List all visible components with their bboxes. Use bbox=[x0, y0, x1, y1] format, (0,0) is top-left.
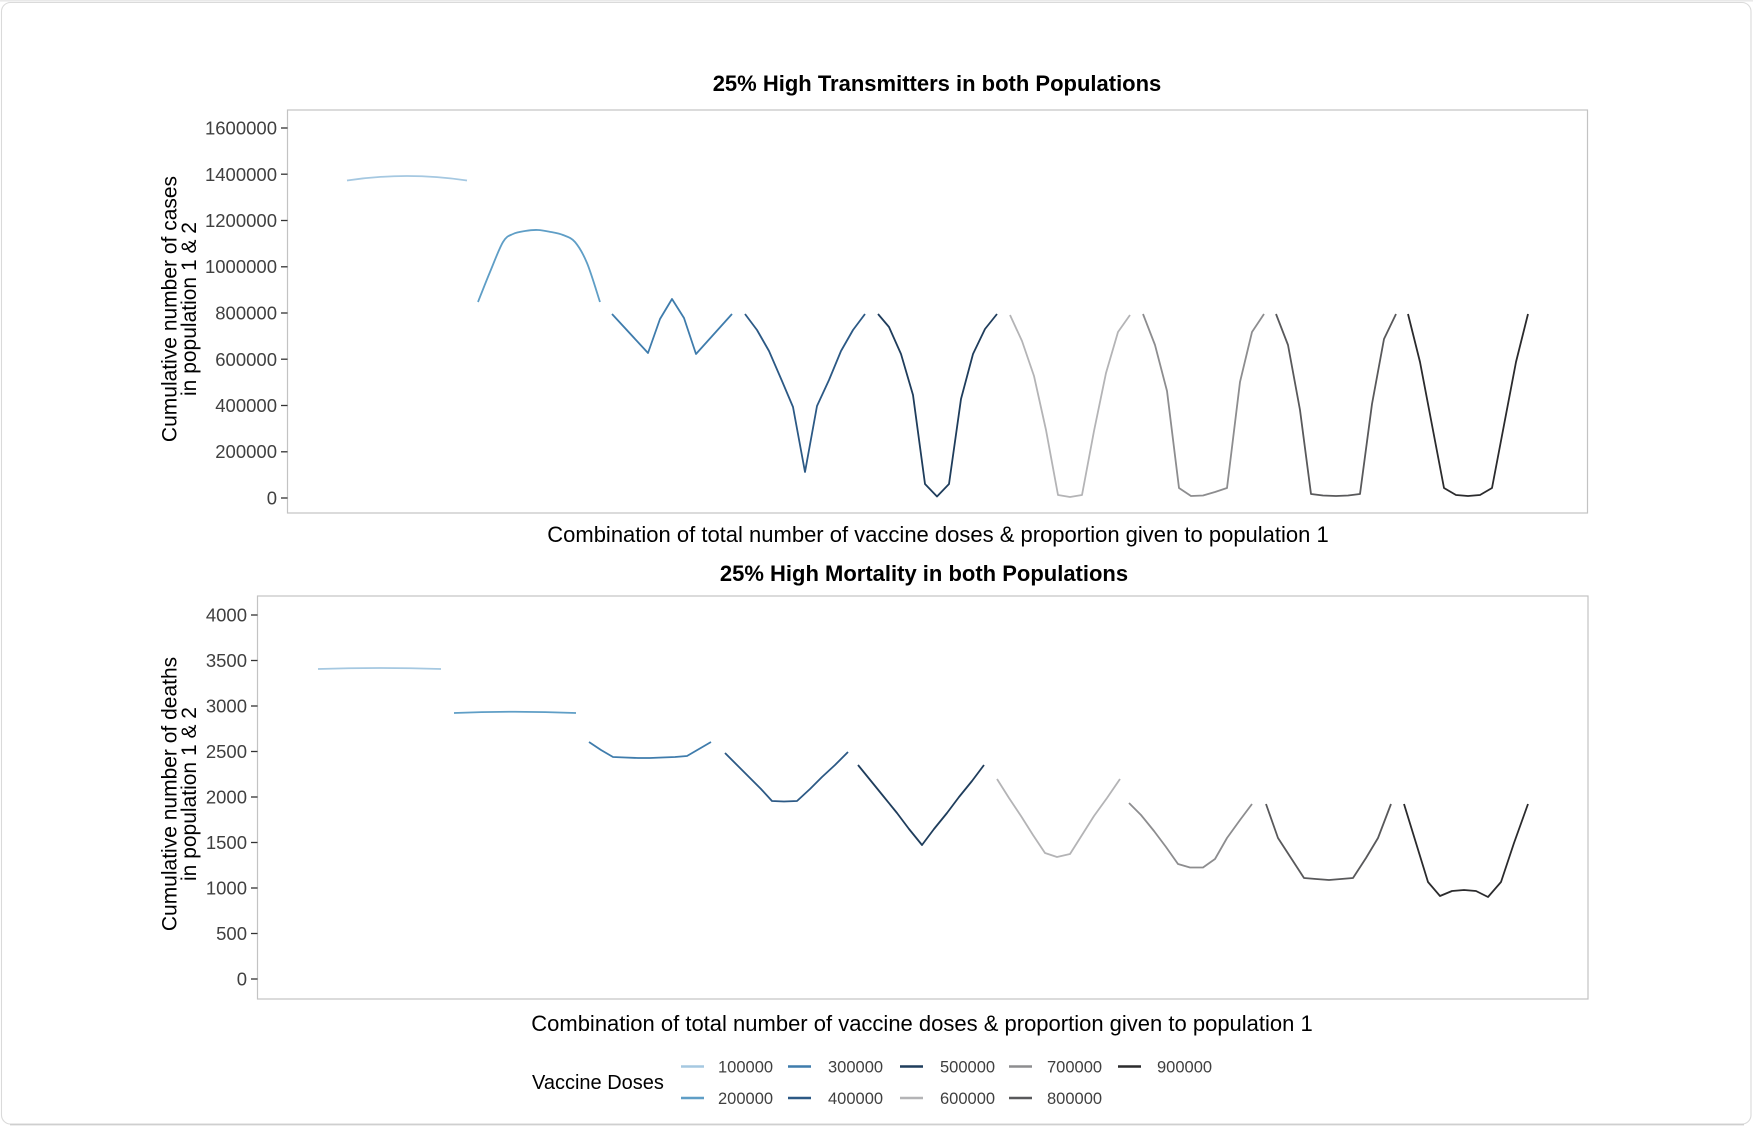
svg-text:in population 1 & 2: in population 1 & 2 bbox=[178, 707, 201, 881]
svg-text:500: 500 bbox=[216, 923, 247, 944]
svg-text:in population 1 & 2: in population 1 & 2 bbox=[178, 222, 201, 396]
svg-text:3500: 3500 bbox=[206, 650, 247, 671]
svg-text:Combination of total number of: Combination of total number of vaccine d… bbox=[531, 1011, 1312, 1036]
svg-text:800000: 800000 bbox=[1047, 1090, 1102, 1108]
svg-text:0: 0 bbox=[267, 488, 277, 509]
svg-text:200000: 200000 bbox=[215, 441, 277, 462]
svg-text:25% High Mortality in both Pop: 25% High Mortality in both Populations bbox=[720, 561, 1128, 586]
svg-text:1600000: 1600000 bbox=[205, 118, 277, 139]
svg-text:600000: 600000 bbox=[215, 349, 277, 370]
svg-text:1000000: 1000000 bbox=[205, 256, 277, 277]
svg-text:500000: 500000 bbox=[940, 1059, 995, 1077]
svg-text:Vaccine Doses: Vaccine Doses bbox=[532, 1072, 664, 1094]
svg-text:25% High Transmitters in both: 25% High Transmitters in both Population… bbox=[713, 71, 1162, 96]
svg-text:1200000: 1200000 bbox=[205, 210, 277, 231]
svg-text:700000: 700000 bbox=[1047, 1059, 1102, 1077]
svg-text:1000: 1000 bbox=[206, 878, 247, 899]
svg-text:800000: 800000 bbox=[215, 303, 277, 324]
svg-text:Combination of total number of: Combination of total number of vaccine d… bbox=[547, 522, 1328, 547]
svg-text:Cumulative number of deaths: Cumulative number of deaths bbox=[159, 657, 182, 931]
svg-text:2500: 2500 bbox=[206, 741, 247, 762]
svg-text:600000: 600000 bbox=[940, 1090, 995, 1108]
svg-text:1400000: 1400000 bbox=[205, 164, 277, 185]
svg-text:0: 0 bbox=[237, 969, 247, 990]
svg-text:1500: 1500 bbox=[206, 832, 247, 853]
svg-text:900000: 900000 bbox=[1157, 1059, 1212, 1077]
svg-text:4000: 4000 bbox=[206, 605, 247, 626]
svg-text:200000: 200000 bbox=[718, 1090, 773, 1108]
svg-text:3000: 3000 bbox=[206, 696, 247, 717]
svg-text:400000: 400000 bbox=[215, 395, 277, 416]
svg-text:100000: 100000 bbox=[718, 1059, 773, 1077]
svg-text:Cumulative number of cases: Cumulative number of cases bbox=[159, 176, 182, 442]
svg-text:300000: 300000 bbox=[828, 1059, 883, 1077]
svg-text:400000: 400000 bbox=[828, 1090, 883, 1108]
svg-text:2000: 2000 bbox=[206, 787, 247, 808]
